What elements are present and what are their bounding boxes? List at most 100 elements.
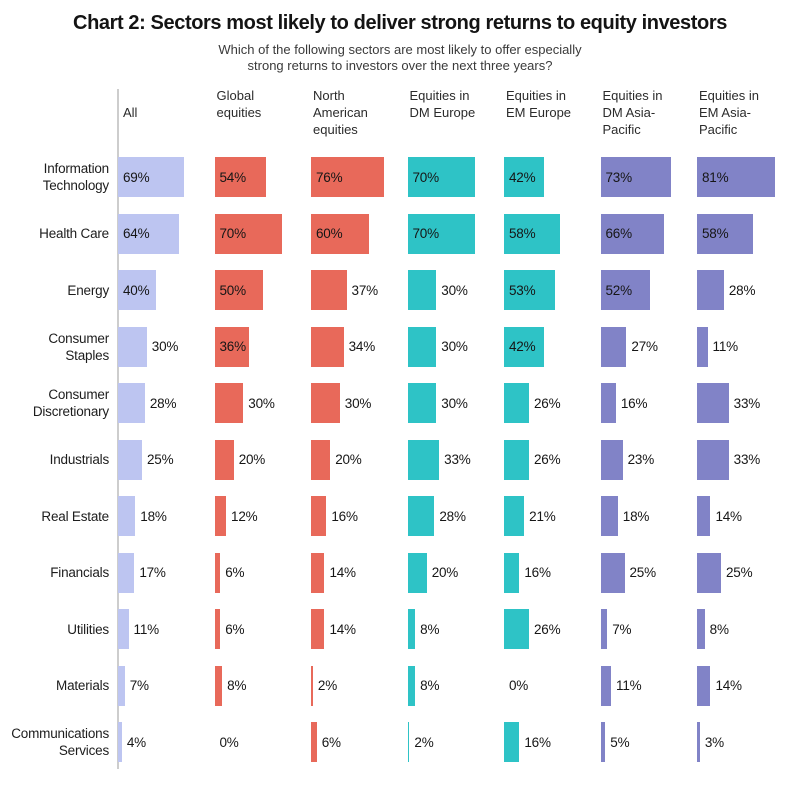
- bar: [504, 213, 560, 254]
- bar-cell: 26%: [504, 375, 601, 432]
- value-label: 6%: [225, 565, 245, 581]
- value-label: 20%: [335, 452, 362, 468]
- bar: [600, 665, 612, 706]
- bar: [311, 722, 317, 763]
- value-label: 70%: [412, 169, 440, 185]
- value-label: 30%: [344, 395, 372, 411]
- value-label: 58%: [509, 226, 536, 242]
- bar: [118, 157, 185, 198]
- value-label: 33%: [733, 395, 761, 411]
- value-label: 26%: [533, 395, 561, 411]
- value-label: 30%: [441, 282, 468, 298]
- bar-cell: 81%: [697, 149, 794, 206]
- value-label: 27%: [631, 339, 658, 355]
- bar-cell: 6%: [214, 545, 312, 602]
- bar: [214, 213, 282, 254]
- bar-cell: 11%: [118, 601, 215, 658]
- bar: [697, 270, 724, 311]
- bar-cell: 14%: [697, 658, 794, 715]
- bar: [118, 496, 136, 537]
- bar-cell: 5%: [600, 714, 698, 771]
- bar: [214, 326, 250, 367]
- bar: [214, 383, 244, 424]
- value-label: 81%: [702, 169, 729, 185]
- bar-cell: 28%: [118, 375, 215, 432]
- chart-subtitle: Which of the following sectors are most …: [218, 42, 582, 73]
- bar: [311, 552, 325, 593]
- value-label: 64%: [123, 226, 150, 242]
- value-label: 70%: [412, 226, 440, 242]
- bar-cell: 6%: [311, 714, 408, 771]
- row-label: Consumer Discretionary: [32, 387, 109, 420]
- value-label: 54%: [219, 169, 247, 185]
- value-label: 42%: [509, 339, 536, 355]
- bar: [311, 439, 331, 480]
- bar: [407, 609, 416, 650]
- value-label: 16%: [331, 508, 358, 524]
- bar: [118, 270, 157, 311]
- bar: [311, 383, 340, 424]
- bar-cell: 36%: [214, 319, 312, 376]
- bar: [311, 270, 347, 311]
- value-label: 76%: [316, 169, 343, 185]
- bar-cell: 64%: [118, 206, 215, 263]
- value-label: 8%: [420, 678, 440, 694]
- value-label: 14%: [329, 621, 356, 637]
- value-label: 11%: [616, 678, 642, 694]
- value-label: 7%: [612, 621, 632, 637]
- bar: [697, 439, 729, 480]
- bar: [600, 213, 664, 254]
- bar-cell: 33%: [697, 432, 794, 489]
- bar: [311, 213, 369, 254]
- bar: [407, 270, 437, 311]
- bar-cell: 7%: [118, 658, 215, 715]
- bar-cell: 30%: [407, 262, 505, 319]
- bar-cell: 34%: [311, 319, 408, 376]
- bar: [118, 609, 129, 650]
- value-label: 40%: [123, 282, 150, 298]
- bar-cell: 60%: [311, 206, 408, 263]
- bar: [311, 665, 313, 706]
- bar: [697, 665, 711, 706]
- bar-cell: 25%: [118, 432, 215, 489]
- column-header: Equities in DM Asia- Pacific: [602, 88, 663, 137]
- bar-cell: 73%: [600, 149, 698, 206]
- value-label: 3%: [704, 734, 724, 750]
- bar: [504, 383, 529, 424]
- value-label: 26%: [533, 452, 561, 468]
- bar-cell: 58%: [697, 206, 794, 263]
- bar-cell: 30%: [407, 319, 505, 376]
- bar-cell: 14%: [697, 488, 794, 545]
- bar-cell: 7%: [600, 601, 698, 658]
- row-label: Consumer Staples: [48, 330, 109, 363]
- bar: [407, 326, 437, 367]
- page-title: Chart 2: Sectors most likely to deliver …: [73, 12, 727, 34]
- bar-cell: 12%: [214, 488, 312, 545]
- bar-cell: 42%: [504, 319, 601, 376]
- bar-cell: 6%: [214, 601, 312, 658]
- bar: [600, 496, 618, 537]
- bar-cell: 4%: [118, 714, 215, 771]
- bar-cell: 30%: [118, 319, 215, 376]
- bar-cell: 70%: [214, 206, 312, 263]
- bar: [311, 157, 384, 198]
- value-label: 30%: [248, 395, 275, 411]
- bar: [697, 552, 721, 593]
- bar-cell: 26%: [504, 432, 601, 489]
- bar-cell: 20%: [214, 432, 312, 489]
- bar: [504, 439, 529, 480]
- bar: [214, 552, 221, 593]
- bar: [697, 157, 775, 198]
- bar: [407, 496, 435, 537]
- bar-cell: 8%: [214, 658, 312, 715]
- chart-row: Information Technology 69% 54% 76% 70% 42% 73%…: [0, 149, 794, 206]
- bar-cell: 23%: [600, 432, 698, 489]
- bar-cell: 30%: [407, 375, 505, 432]
- row-label: Information Technology: [42, 161, 110, 194]
- bar-cell: 50%: [214, 262, 312, 319]
- value-label: 33%: [733, 452, 761, 468]
- bar: [407, 439, 440, 480]
- bar-cell: 70%: [407, 149, 505, 206]
- bar-cell: 40%: [118, 262, 215, 319]
- bar-cell: 2%: [311, 658, 408, 715]
